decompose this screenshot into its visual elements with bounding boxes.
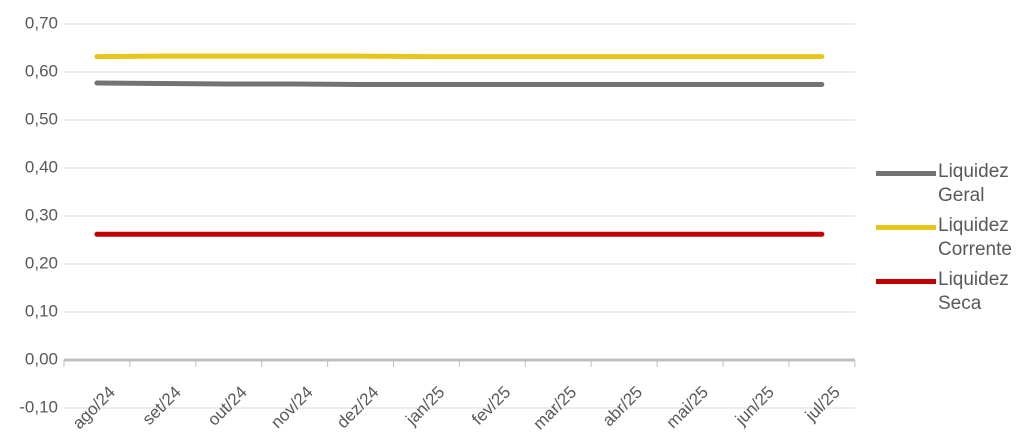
y-tick-label: 0,40 — [25, 157, 58, 176]
legend-item: Liquidez Seca — [876, 268, 1032, 322]
y-tick-label: 0,60 — [25, 61, 58, 80]
x-tick-label: jun/25 — [731, 383, 778, 430]
y-tick-label: 0,50 — [25, 109, 58, 128]
legend-swatch — [876, 171, 936, 176]
x-tick-label: jan/25 — [402, 383, 449, 430]
legend-item: Liquidez Geral — [876, 160, 1032, 214]
y-tick-label: 0,10 — [25, 301, 58, 320]
y-tick-label: 0,70 — [25, 13, 58, 32]
x-tick-label: abr/25 — [599, 383, 647, 431]
series-line — [94, 80, 825, 87]
chart: -0,100,000,100,200,300,400,500,600,70ago… — [19, 13, 856, 433]
x-tick-label: mai/25 — [663, 383, 713, 433]
legend-label: Liquidez Seca — [938, 269, 1009, 314]
legend-label: Liquidez Corrente — [938, 215, 1012, 260]
legend-label: Liquidez Geral — [938, 161, 1009, 206]
x-tick-label: fev/25 — [468, 383, 514, 429]
x-tick-label: nov/24 — [267, 383, 317, 433]
legend-item: Liquidez Corrente — [876, 214, 1032, 268]
y-tick-label: -0,10 — [19, 397, 58, 416]
x-tick-label: out/24 — [204, 383, 251, 430]
x-tick-label: dez/24 — [333, 383, 383, 433]
y-tick-label: 0,00 — [25, 349, 58, 368]
x-tick-label: jul/25 — [801, 383, 844, 426]
y-tick-label: 0,30 — [25, 205, 58, 224]
y-tick-label: 0,20 — [25, 253, 58, 272]
legend-swatch — [876, 279, 936, 284]
x-tick-label: set/24 — [139, 383, 185, 429]
legend: Liquidez Geral Liquidez Corrente Liquidez … — [876, 160, 1032, 322]
legend-swatch — [876, 225, 936, 230]
